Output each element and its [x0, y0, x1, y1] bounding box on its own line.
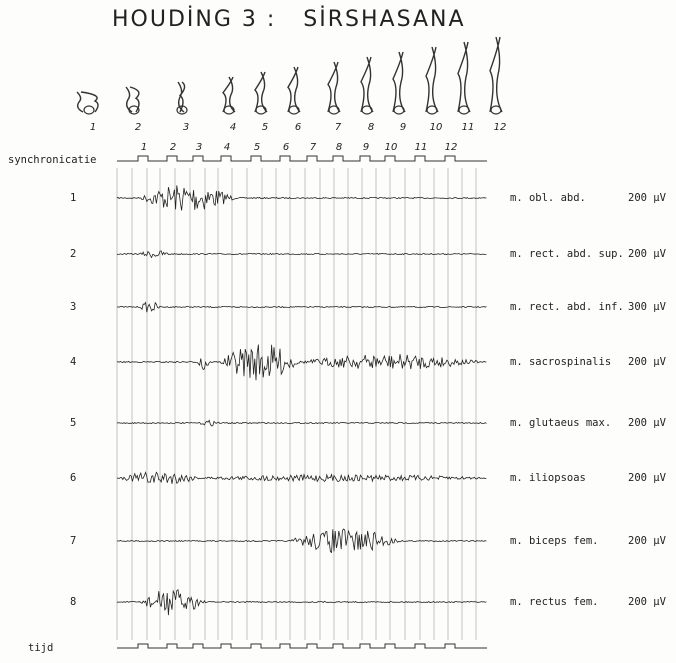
muscle-name: m. glutaeus max.	[510, 417, 611, 429]
sync-mark: 5	[254, 142, 260, 153]
figure-number: 3	[183, 122, 189, 133]
channel-number: 1	[70, 192, 76, 204]
figure-number: 5	[262, 122, 268, 133]
channel-number: 3	[70, 301, 76, 313]
muscle-name: m. rectus fem.	[510, 596, 599, 608]
sync-mark: 4	[224, 142, 230, 153]
figure-number: 2	[135, 122, 141, 133]
figure-number: 7	[335, 122, 342, 133]
figure-number: 11	[462, 122, 475, 133]
channel-number: 7	[70, 535, 76, 547]
muscle-name: m. obl. abd.	[510, 192, 586, 204]
amplitude: 200 µV	[628, 472, 667, 484]
amplitude: 200 µV	[628, 535, 667, 547]
channel-number: 2	[70, 248, 76, 260]
amplitude: 200 µV	[628, 417, 667, 429]
emg-sheet: HOUDİNG 3 : SİRSHASANA synchronicatie ti…	[0, 0, 676, 663]
muscle-name: m. rect. abd. inf.	[510, 301, 624, 313]
muscle-name: m. sacrospinalis	[510, 356, 611, 368]
sync-mark: 6	[283, 142, 289, 153]
figure-number: 10	[430, 122, 443, 133]
paper	[0, 0, 676, 663]
muscle-name: m. iliopsoas	[510, 472, 586, 484]
sync-mark: 7	[310, 142, 317, 153]
channel-number: 4	[70, 356, 76, 368]
figure-number: 9	[400, 122, 406, 133]
amplitude: 200 µV	[628, 192, 667, 204]
muscle-name: m. biceps fem.	[510, 535, 599, 547]
figure-number: 8	[368, 122, 374, 133]
amplitude: 200 µV	[628, 596, 667, 608]
sync-mark: 12	[445, 142, 458, 153]
sync-mark: 11	[415, 142, 428, 153]
sync-mark: 10	[385, 142, 398, 153]
sync-mark: 9	[363, 142, 369, 153]
sync-mark: 3	[196, 142, 202, 153]
sync-mark: 8	[336, 142, 342, 153]
figure-number: 6	[295, 122, 301, 133]
channel-number: 8	[70, 596, 76, 608]
amplitude: 200 µV	[628, 356, 667, 368]
muscle-name: m. rect. abd. sup.	[510, 248, 624, 260]
sync-label: synchronicatie	[8, 154, 97, 166]
figure-number: 4	[230, 122, 236, 133]
channel-number: 6	[70, 472, 76, 484]
amplitude: 200 µV	[628, 248, 667, 260]
sync-mark: 1	[141, 142, 147, 153]
amplitude: 300 µV	[628, 301, 667, 313]
figure-number: 1	[90, 122, 96, 133]
title: HOUDİNG 3 : SİRSHASANA	[112, 6, 466, 32]
time-label: tijd	[28, 642, 53, 654]
sync-mark: 2	[170, 142, 176, 153]
channel-number: 5	[70, 417, 76, 429]
figure-number: 12	[494, 122, 507, 133]
